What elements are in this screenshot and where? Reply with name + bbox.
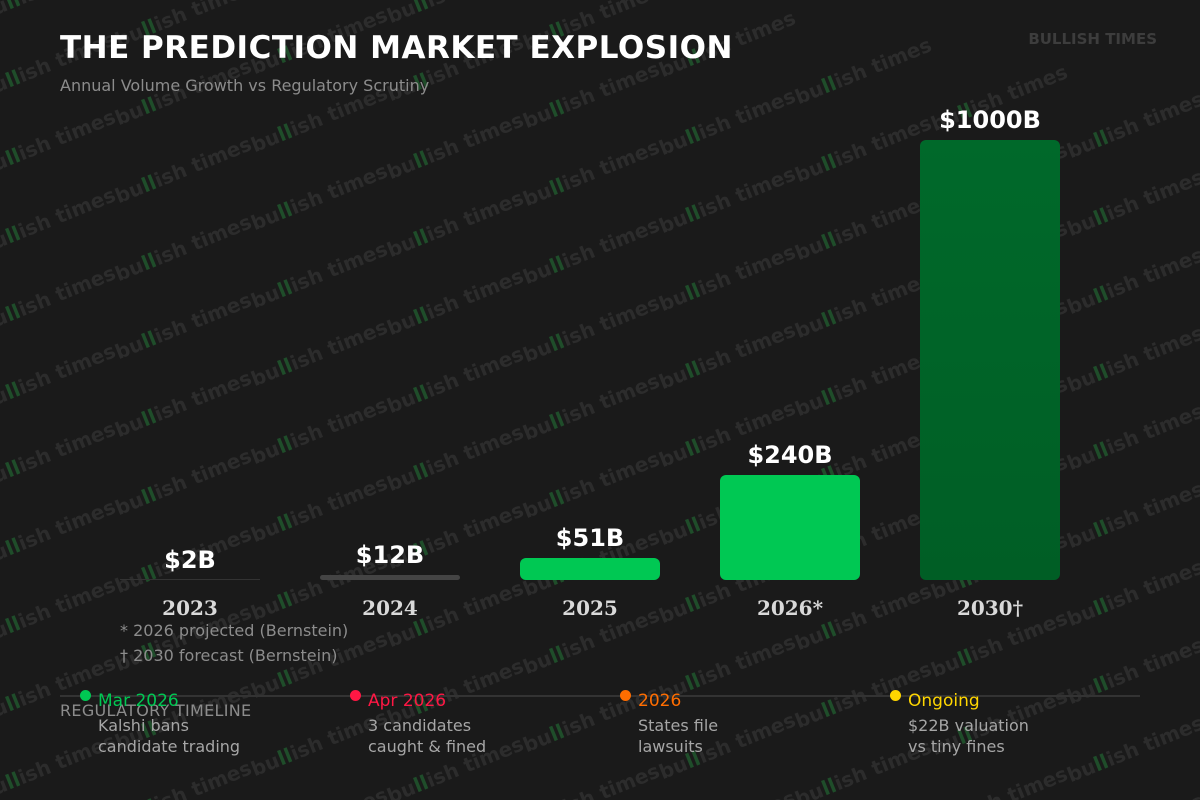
- watermark-text: bullish times: [520, 135, 663, 212]
- watermark-text: bullish times: [546, 758, 663, 800]
- watermark-text: bullish times: [1064, 477, 1200, 554]
- watermark-text: bullish times: [656, 318, 799, 395]
- bar-value-2030: $1000B: [939, 106, 1041, 134]
- watermark-text: bullish times: [247, 0, 527, 80]
- watermark-text: bullish times: [1064, 633, 1200, 710]
- dot-icon: [80, 690, 91, 701]
- timeline-title: REGULATORY TIMELINE: [60, 701, 252, 720]
- watermark-text: bullish times: [520, 213, 663, 290]
- page-subtitle: Annual Volume Growth vs Regulatory Scrut…: [60, 76, 430, 95]
- watermark-text: bullish times: [1064, 399, 1200, 476]
- timeline-divider: [60, 695, 1140, 697]
- watermark-text: bullish times: [0, 105, 119, 182]
- watermark-text: bullish times: [248, 783, 391, 800]
- dot-icon: [890, 690, 901, 701]
- watermark-text: bullish times: [0, 183, 119, 260]
- watermark-text: bullish times: [520, 291, 663, 368]
- event-date: 2026: [638, 691, 682, 711]
- bar-category-2025: 2025: [562, 596, 618, 620]
- bar-category-2024: 2024: [362, 596, 418, 620]
- event-date: Ongoing: [908, 691, 980, 711]
- event-line1: $22B valuation: [908, 716, 1029, 735]
- watermark-text: bullish times: [966, 761, 1071, 800]
- bar-2025: [520, 558, 660, 580]
- watermark-text: bullish times: [384, 342, 527, 419]
- event-line2: candidate trading: [98, 737, 241, 756]
- event-line2: caught & fined: [368, 737, 487, 756]
- event-line2: lawsuits: [638, 737, 703, 756]
- watermark-text: bullish times: [384, 264, 527, 341]
- watermark-text: bullish times: [1064, 165, 1200, 242]
- watermark-text: bullish times: [520, 57, 663, 134]
- brand-logo: BULLISH TIMES: [1028, 30, 1157, 48]
- watermark-text: bullish times: [655, 33, 935, 161]
- bar-category-2023: 2023: [162, 596, 218, 620]
- watermark-text: bullish times: [0, 261, 119, 338]
- watermark-text: bullish times: [112, 210, 255, 287]
- watermark-text: bullish times: [112, 132, 255, 209]
- watermark-text: bullish times: [1064, 321, 1200, 398]
- watermark-text: bullish times: [112, 755, 255, 800]
- bar-value-2025: $51B: [555, 524, 625, 552]
- dot-icon: [620, 690, 631, 701]
- watermark-text: bullish times: [0, 0, 119, 25]
- watermark-text: bullish times: [248, 237, 391, 314]
- watermark-text: bullish times: [1064, 711, 1200, 788]
- watermark-text: bullish times: [384, 420, 527, 497]
- event-line1: Kalshi bans: [98, 716, 189, 735]
- watermark-text: bullish times: [656, 240, 799, 317]
- event-line2: vs tiny fines: [908, 737, 1005, 756]
- footnote-projected: * 2026 projected (Bernstein): [120, 621, 349, 640]
- bar-2030: [920, 140, 1060, 580]
- watermark-text: bullish times: [248, 393, 391, 470]
- watermark-text: bullish times: [792, 267, 935, 344]
- watermark-text: bullish times: [520, 447, 663, 524]
- bar-2024: [320, 575, 460, 580]
- event-line1: 3 candidates: [368, 716, 472, 735]
- watermark-text: bullish times: [656, 786, 799, 800]
- watermark-text: bullish times: [248, 159, 391, 236]
- watermark-text: bullish times: [656, 84, 799, 161]
- watermark-text: bullish times: [656, 162, 799, 239]
- bar-value-2023: $2B: [164, 546, 216, 574]
- bar-category-2030: 2030†: [956, 596, 1024, 620]
- watermark-text: bullish times: [0, 339, 119, 416]
- bar-value-2024: $12B: [355, 541, 425, 569]
- page-title: THE PREDICTION MARKET EXPLOSION: [60, 30, 733, 66]
- bar-2026: [720, 475, 860, 580]
- event-date: Apr 2026: [368, 691, 447, 711]
- watermark-text: bullish times: [0, 417, 119, 494]
- watermark-text: bullish times: [112, 366, 255, 443]
- watermark-text: bullish times: [112, 288, 255, 365]
- footnote-forecast: † 2030 forecast (Bernstein): [120, 646, 338, 665]
- watermark-text: bullish times: [1064, 789, 1200, 800]
- event-line1: States file: [638, 716, 719, 735]
- watermark-text: bullish times: [1064, 243, 1200, 320]
- watermark-text: bullish times: [111, 0, 283, 53]
- dot-icon: [350, 690, 361, 701]
- bar-category-2026: 2026*: [756, 596, 824, 620]
- watermark-text: bullish times: [248, 315, 391, 392]
- watermark-text: bullish times: [792, 345, 935, 422]
- watermark-text: bullish times: [384, 108, 527, 185]
- bar-value-2026: $240B: [747, 441, 833, 469]
- watermark-text: bullish times: [112, 444, 255, 521]
- watermark-text: bullish times: [520, 369, 663, 446]
- event-date: Mar 2026: [98, 691, 179, 711]
- watermark-text: bullish times: [792, 189, 935, 266]
- watermark-text: bullish times: [384, 186, 527, 263]
- bar-2023: [120, 579, 260, 580]
- watermark-text: bullish times: [248, 471, 391, 548]
